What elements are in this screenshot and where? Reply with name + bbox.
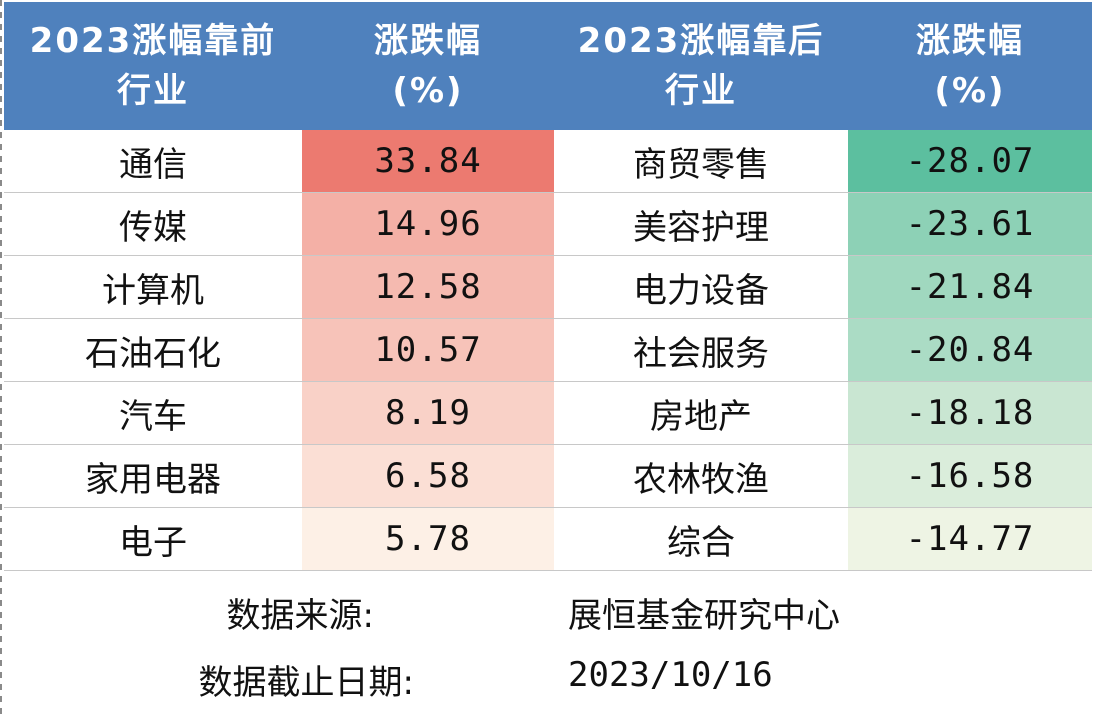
table-row: 传媒 14.96 美容护理 -23.61	[4, 192, 1092, 256]
header-row: 2023涨幅靠前 行业 涨跌幅 (%) 2023涨幅靠后 行业 涨跌幅 (%)	[4, 2, 1092, 130]
header-bottom-change: 涨跌幅 (%)	[848, 2, 1092, 130]
header-bottom-change-line2: (%)	[934, 71, 1006, 111]
header-top-change-line1: 涨跌幅	[374, 21, 482, 61]
table-row: 石油石化 10.57 社会服务 -20.84	[4, 318, 1092, 382]
date-value: 2023/10/16	[568, 655, 773, 695]
header-bottom-change-line1: 涨跌幅	[916, 21, 1024, 61]
dashed-left-border	[0, 0, 2, 720]
source-label: 数据来源:	[226, 596, 374, 636]
footer-date: 数据截止日期: 2023/10/16	[4, 655, 1092, 705]
table-row: 计算机 12.58 电力设备 -21.84	[4, 255, 1092, 319]
top-industry-cell: 计算机	[4, 255, 302, 319]
top-value-cell: 12.58	[302, 255, 554, 319]
bottom-industry-cell: 美容护理	[554, 192, 848, 256]
top-industry-cell: 石油石化	[4, 318, 302, 382]
top-value-cell: 8.19	[302, 381, 554, 445]
table-row: 电子 5.78 综合 -14.77	[4, 507, 1092, 571]
header-bottom-industry-line2: 行业	[665, 71, 737, 111]
table-row: 汽车 8.19 房地产 -18.18	[4, 381, 1092, 445]
bottom-value-cell: -14.77	[848, 507, 1092, 571]
bottom-value-cell: -23.61	[848, 192, 1092, 256]
bottom-industry-cell: 农林牧渔	[554, 444, 848, 508]
header-top-industry-line1: 2023涨幅靠前	[29, 21, 277, 61]
header-top-industry-line2: 行业	[117, 71, 189, 111]
bottom-value-cell: -20.84	[848, 318, 1092, 382]
bottom-value-cell: -16.58	[848, 444, 1092, 508]
bottom-industry-cell: 商贸零售	[554, 130, 848, 193]
source-value: 展恒基金研究中心	[568, 596, 840, 636]
top-industry-cell: 汽车	[4, 381, 302, 445]
header-bottom-industry: 2023涨幅靠后 行业	[554, 2, 848, 130]
header-top-industry: 2023涨幅靠前 行业	[4, 2, 302, 130]
footer-source: 数据来源: 展恒基金研究中心	[4, 588, 1092, 638]
table-body: 通信 33.84 商贸零售 -28.07 传媒 14.96 美容护理 -23.61 计算机 12.…	[4, 130, 1092, 571]
top-value-cell: 33.84	[302, 130, 554, 193]
bottom-industry-cell: 综合	[554, 507, 848, 571]
top-value-cell: 10.57	[302, 318, 554, 382]
top-industry-cell: 通信	[4, 130, 302, 193]
top-value-cell: 6.58	[302, 444, 554, 508]
bottom-industry-cell: 电力设备	[554, 255, 848, 319]
bottom-value-cell: -18.18	[848, 381, 1092, 445]
top-value-cell: 14.96	[302, 192, 554, 256]
header-bottom-industry-line1: 2023涨幅靠后	[577, 21, 825, 61]
bottom-industry-cell: 房地产	[554, 381, 848, 445]
header-top-change: 涨跌幅 (%)	[302, 2, 554, 130]
top-industry-cell: 电子	[4, 507, 302, 571]
date-label: 数据截止日期:	[198, 663, 414, 703]
industry-change-table: 2023涨幅靠前 行业 涨跌幅 (%) 2023涨幅靠后 行业 涨跌幅 (%) …	[4, 2, 1092, 571]
table-row: 家用电器 6.58 农林牧渔 -16.58	[4, 444, 1092, 508]
top-industry-cell: 家用电器	[4, 444, 302, 508]
bottom-value-cell: -21.84	[848, 255, 1092, 319]
bottom-industry-cell: 社会服务	[554, 318, 848, 382]
header-top-change-line2: (%)	[392, 71, 464, 111]
top-value-cell: 5.78	[302, 507, 554, 571]
table-row: 通信 33.84 商贸零售 -28.07	[4, 130, 1092, 193]
top-industry-cell: 传媒	[4, 192, 302, 256]
bottom-value-cell: -28.07	[848, 130, 1092, 193]
